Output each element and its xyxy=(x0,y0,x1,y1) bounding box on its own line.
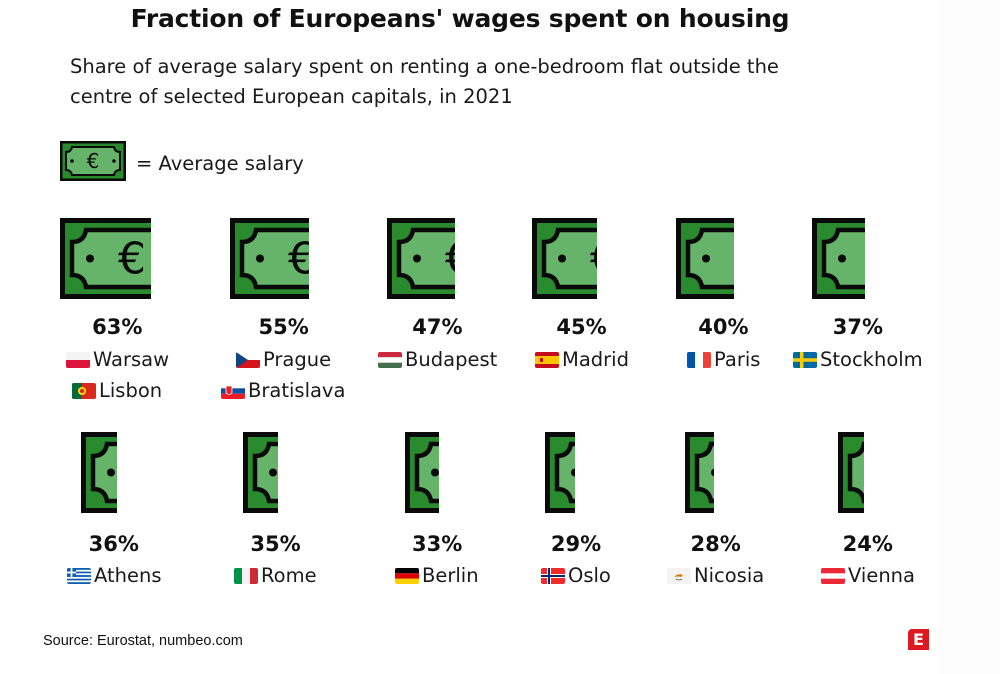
city-name: Oslo xyxy=(568,564,611,587)
city-label: Vienna xyxy=(821,564,915,587)
banknote-fraction-icon: € xyxy=(812,218,865,299)
city-name: Berlin xyxy=(422,564,479,587)
percentage-label: 36% xyxy=(88,532,139,556)
right-margin-strip xyxy=(939,0,1000,674)
city-label: Stockholm xyxy=(793,348,923,371)
sweden-flag-icon xyxy=(793,351,817,368)
city-label: Nicosia xyxy=(667,564,764,587)
svg-text:€: € xyxy=(288,234,309,285)
city-label: Bratislava xyxy=(221,379,345,402)
portugal-flag-icon xyxy=(72,382,96,399)
banknote-fraction-icon: € xyxy=(685,432,714,513)
city-label: Paris xyxy=(687,348,760,371)
percentage-label: 37% xyxy=(832,315,884,339)
city-label: Madrid xyxy=(535,348,629,371)
slovakia-flag-icon xyxy=(221,382,245,399)
city-label: Budapest xyxy=(378,348,497,371)
spain-flag-icon xyxy=(535,351,559,368)
greece-flag-icon xyxy=(67,567,91,584)
legend: € = Average salary xyxy=(60,140,304,186)
city-name: Vienna xyxy=(848,564,915,587)
percentage-label: 55% xyxy=(258,315,309,339)
city-name: Budapest xyxy=(405,348,498,371)
percentage-label: 33% xyxy=(412,532,463,556)
subtitle-line-2: centre of selected European capitals, in… xyxy=(70,85,513,108)
percentage-label: 24% xyxy=(842,532,893,556)
svg-text:€: € xyxy=(87,149,100,173)
banknote-fraction-icon: € xyxy=(532,218,597,299)
publisher-logo: E xyxy=(908,629,929,650)
city-label: Rome xyxy=(234,564,317,587)
city-label: Athens xyxy=(67,564,162,587)
percentage-label: 45% xyxy=(556,315,607,339)
france-flag-icon xyxy=(687,351,711,368)
city-label: Lisbon xyxy=(72,379,162,402)
chart-subtitle: Share of average salary spent on renting… xyxy=(70,52,870,112)
austria-flag-icon xyxy=(821,567,845,584)
city-name: Warsaw xyxy=(93,348,170,371)
banknote-fraction-icon: € xyxy=(387,218,455,299)
city-name: Lisbon xyxy=(99,379,163,402)
subtitle-line-1: Share of average salary spent on renting… xyxy=(70,55,779,78)
cyprus-flag-icon xyxy=(667,567,691,584)
city-label: Oslo xyxy=(541,564,611,587)
banknote-fraction-icon: € xyxy=(405,432,439,513)
hungary-flag-icon xyxy=(378,351,402,368)
banknote-fraction-icon: € xyxy=(838,432,864,513)
city-label: Berlin xyxy=(395,564,479,587)
percentage-label: 35% xyxy=(250,532,301,556)
svg-text:€: € xyxy=(118,234,146,285)
banknote-fraction-icon: € xyxy=(545,432,575,513)
euro-banknote-icon: € xyxy=(60,140,126,186)
percentage-label: 47% xyxy=(412,315,463,339)
percentage-label: 40% xyxy=(698,315,749,339)
percentage-label: 63% xyxy=(92,315,143,339)
city-label: Prague xyxy=(236,348,331,371)
percentage-label: 28% xyxy=(690,532,741,556)
city-label: Warsaw xyxy=(66,348,169,371)
poland-flag-icon xyxy=(66,351,90,368)
svg-text:€: € xyxy=(590,234,597,285)
banknote-fraction-icon: € xyxy=(81,432,117,513)
city-name: Athens xyxy=(94,564,162,587)
chart-title: Fraction of Europeans' wages spent on ho… xyxy=(130,4,790,33)
city-name: Prague xyxy=(263,348,332,371)
banknote-fraction-icon: € xyxy=(243,432,278,513)
legend-label: = Average salary xyxy=(136,151,304,175)
svg-text:€: € xyxy=(445,234,455,285)
city-name: Nicosia xyxy=(694,564,765,587)
banknote-fraction-icon: € xyxy=(230,218,309,299)
city-name: Bratislava xyxy=(248,379,346,402)
city-name: Paris xyxy=(714,348,761,371)
banknote-fraction-icon: € xyxy=(676,218,734,299)
banknote-fraction-icon: € xyxy=(60,218,151,299)
city-name: Stockholm xyxy=(820,348,923,371)
italy-flag-icon xyxy=(234,567,258,584)
czechia-flag-icon xyxy=(236,351,260,368)
city-name: Rome xyxy=(261,564,317,587)
norway-flag-icon xyxy=(541,567,565,584)
source-note: Source: Eurostat, numbeo.com xyxy=(43,633,243,649)
percentage-label: 29% xyxy=(550,532,602,556)
city-name: Madrid xyxy=(562,348,629,371)
germany-flag-icon xyxy=(395,567,419,584)
